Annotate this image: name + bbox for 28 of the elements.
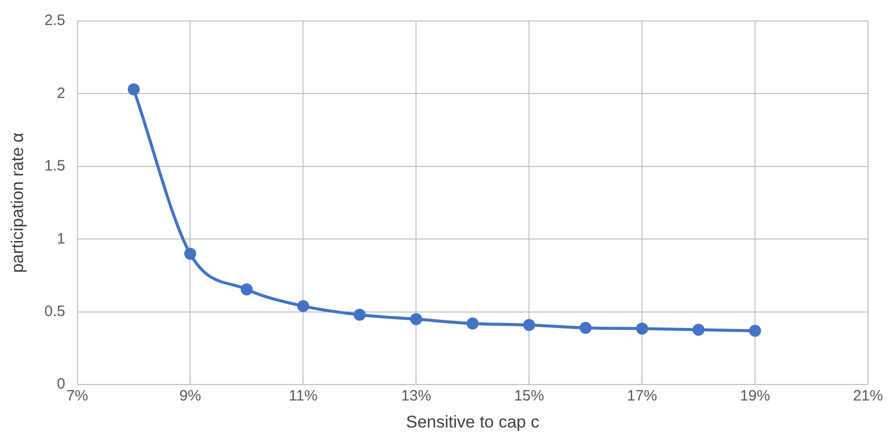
point [240,283,253,296]
point [636,322,648,335]
point [580,322,592,334]
y-tick-label: 1 [56,230,66,248]
y-tick-label: 0 [56,376,66,393]
x-tick-label: 17% [627,388,658,405]
x-tick-label: 13% [401,388,432,405]
x-tick-label: 15% [514,388,544,405]
point [128,83,140,96]
point [410,313,422,326]
y-tick-label: 2 [56,84,66,102]
x-tick-label: 11% [288,388,318,405]
x-axis-title: Sensitive to cap c [406,412,540,432]
x-tick-label: 9% [179,388,202,405]
y-tick-label: 2.5 [44,12,66,30]
point [466,318,479,330]
point [184,248,196,260]
point [749,324,762,337]
y-tick-label: 0.5 [44,303,66,320]
x-tick-label: 7% [66,388,88,405]
point [692,324,705,336]
point [297,300,310,312]
x-tick-label: 21% [852,388,884,405]
point [523,318,536,331]
y-tick-label: 1.5 [44,158,66,175]
y-axis-title: participation rate α [8,132,27,273]
x-tick-label: 19% [740,388,770,405]
point [354,308,366,321]
